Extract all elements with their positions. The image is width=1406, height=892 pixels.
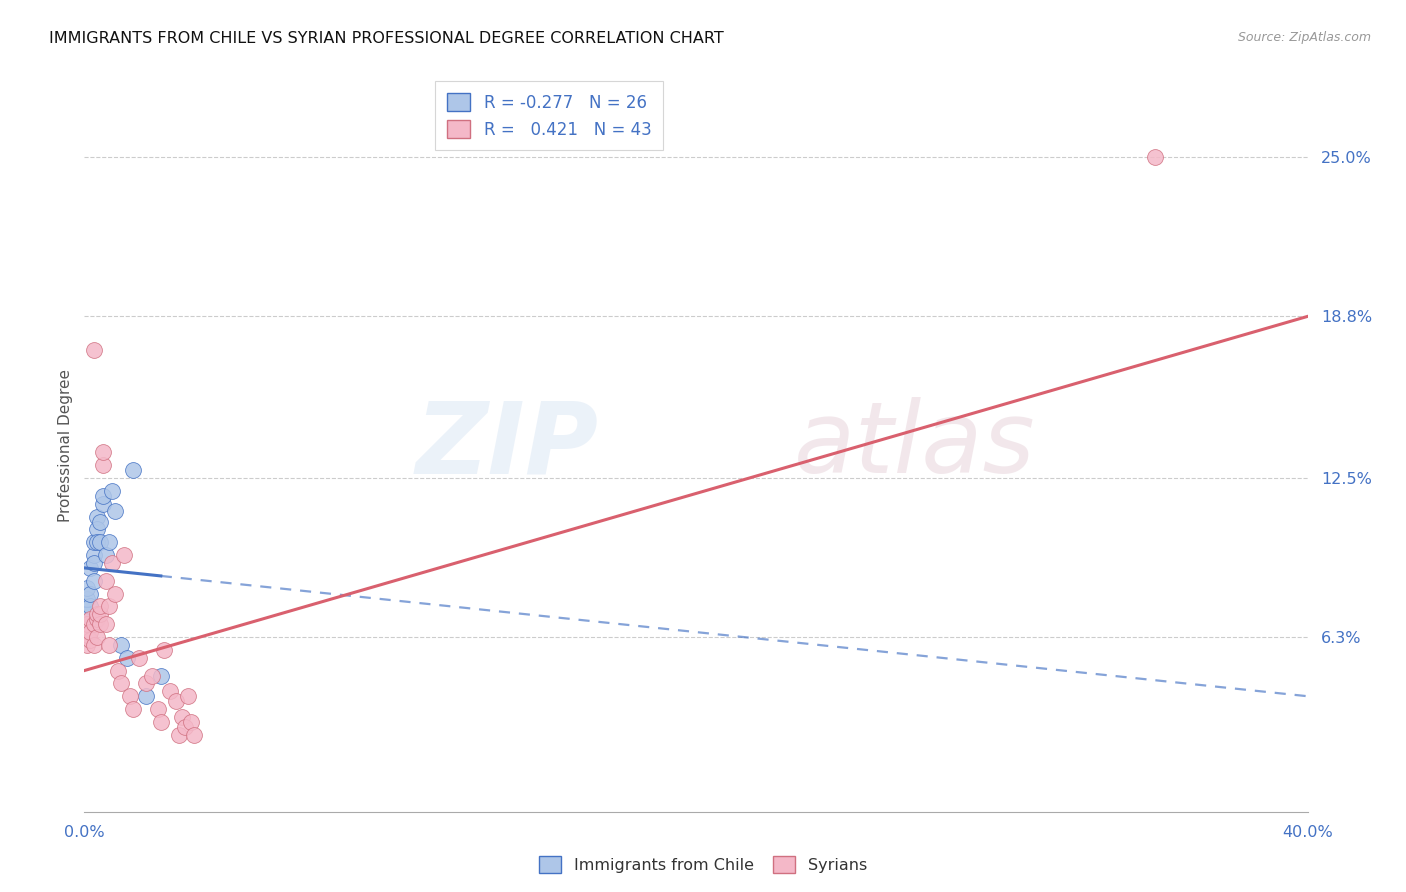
Point	[122, 463, 145, 477]
Point	[79, 561, 101, 575]
Point	[180, 714, 202, 729]
Point	[128, 650, 150, 665]
Point	[76, 617, 98, 632]
Point	[94, 548, 117, 562]
Point	[110, 676, 132, 690]
Point	[83, 574, 105, 588]
Point	[1143, 150, 1166, 164]
Point	[89, 607, 111, 621]
Point	[141, 669, 163, 683]
Point	[159, 684, 181, 698]
Point	[135, 676, 157, 690]
Point	[135, 690, 157, 704]
Text: Source: ZipAtlas.com: Source: ZipAtlas.com	[1237, 31, 1371, 45]
Point	[101, 483, 124, 498]
Point	[97, 599, 120, 614]
Point	[86, 630, 108, 644]
Point	[153, 643, 176, 657]
Point	[76, 627, 98, 641]
Y-axis label: Professional Degree: Professional Degree	[58, 369, 73, 523]
Point	[91, 497, 114, 511]
Point	[83, 617, 105, 632]
Point	[83, 548, 105, 562]
Point	[172, 710, 194, 724]
Point	[110, 638, 132, 652]
Point	[91, 445, 114, 459]
Point	[112, 548, 135, 562]
Point	[79, 632, 101, 647]
Point	[86, 509, 108, 524]
Point	[146, 702, 169, 716]
Point	[89, 535, 111, 549]
Text: ZIP: ZIP	[415, 398, 598, 494]
Point	[86, 523, 108, 537]
Point	[101, 556, 124, 570]
Point	[76, 638, 98, 652]
Point	[167, 728, 190, 742]
Point	[83, 556, 105, 570]
Point	[115, 650, 138, 665]
Point	[177, 690, 200, 704]
Text: IMMIGRANTS FROM CHILE VS SYRIAN PROFESSIONAL DEGREE CORRELATION CHART: IMMIGRANTS FROM CHILE VS SYRIAN PROFESSI…	[49, 31, 724, 46]
Point	[76, 582, 98, 596]
Point	[86, 607, 108, 621]
Point	[79, 612, 101, 626]
Point	[107, 664, 129, 678]
Point	[104, 504, 127, 518]
Point	[86, 612, 108, 626]
Point	[97, 535, 120, 549]
Point	[83, 343, 105, 357]
Point	[79, 599, 101, 614]
Point	[91, 489, 114, 503]
Point	[122, 702, 145, 716]
Point	[76, 607, 98, 621]
Point	[79, 625, 101, 640]
Legend: Immigrants from Chile, Syrians: Immigrants from Chile, Syrians	[533, 849, 873, 880]
Point	[94, 617, 117, 632]
Point	[94, 574, 117, 588]
Point	[76, 591, 98, 606]
Point	[89, 617, 111, 632]
Point	[174, 720, 197, 734]
Point	[89, 599, 111, 614]
Point	[83, 638, 105, 652]
Point	[91, 458, 114, 473]
Point	[183, 728, 205, 742]
Point	[89, 515, 111, 529]
Point	[86, 535, 108, 549]
Point	[104, 586, 127, 600]
Point	[83, 535, 105, 549]
Point	[97, 638, 120, 652]
Legend: R = -0.277   N = 26, R =   0.421   N = 43: R = -0.277 N = 26, R = 0.421 N = 43	[436, 81, 664, 150]
Text: atlas: atlas	[794, 398, 1035, 494]
Point	[120, 690, 142, 704]
Point	[79, 586, 101, 600]
Point	[149, 714, 172, 729]
Point	[149, 669, 172, 683]
Point	[165, 694, 187, 708]
